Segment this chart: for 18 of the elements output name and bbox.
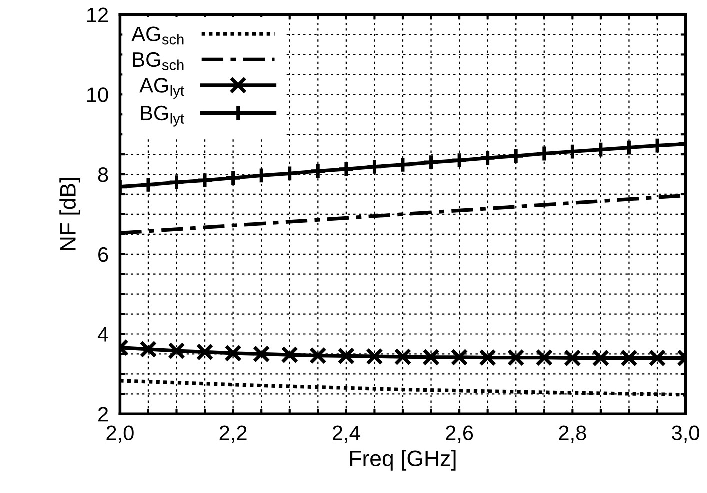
y-tick-label: 12 [87, 8, 108, 22]
x-tick-label: 2,8 [559, 426, 586, 443]
legend-label: AG$_{sch}$ [132, 26, 184, 45]
x-tick-label: 2,4 [333, 426, 360, 443]
x-tick-label: 2,0 [106, 426, 134, 443]
legend-label: BG$_{lyt}$ [141, 106, 184, 127]
y-tick-label: 4 [98, 327, 108, 342]
x-tick-label: 2,6 [446, 426, 474, 443]
y-tick-label: 6 [98, 247, 108, 262]
y-tick-label: 10 [87, 88, 108, 102]
legend-label: AG$_{lyt}$ [140, 78, 184, 99]
x-tick-label: 3,0 [672, 426, 700, 443]
y-tick-label: 2 [98, 407, 108, 422]
x-axis-title: Freq [GHz] [350, 450, 456, 471]
y-axis-title: NF [dB] [60, 178, 80, 250]
y-tick-label: 8 [98, 168, 108, 182]
legend-label: BG$_{sch}$ [133, 52, 184, 70]
x-tick-label: 2,2 [220, 426, 247, 443]
